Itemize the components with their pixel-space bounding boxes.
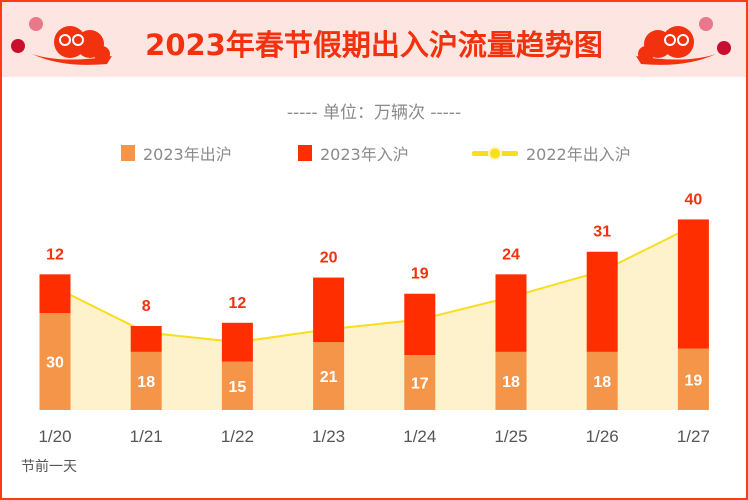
bar-out-2023 bbox=[313, 342, 345, 410]
bar-in-2023 bbox=[586, 251, 618, 352]
bar-in-2023 bbox=[39, 274, 71, 314]
bar-out-2023 bbox=[586, 351, 618, 410]
bar-in-2023 bbox=[404, 293, 436, 356]
bar-in-2023 bbox=[313, 277, 345, 343]
data-label-in: 19 bbox=[411, 266, 429, 283]
data-label-out: 18 bbox=[137, 374, 155, 391]
data-label-out: 30 bbox=[46, 355, 64, 372]
legend-swatch bbox=[298, 145, 312, 161]
bar-out-2023 bbox=[39, 313, 71, 410]
plum-blossom-icon-right bbox=[699, 17, 731, 55]
x-tick-label: 1/20 bbox=[38, 427, 71, 446]
data-label-in: 20 bbox=[320, 250, 338, 267]
decor-clouds bbox=[11, 17, 731, 65]
data-label-out: 18 bbox=[593, 374, 611, 391]
bar-out-2023 bbox=[677, 348, 709, 410]
data-label-out: 15 bbox=[229, 379, 247, 396]
legend-item-out-2023: 2023年出沪 bbox=[121, 141, 232, 165]
data-label-out: 18 bbox=[502, 374, 520, 391]
data-label-out: 21 bbox=[320, 369, 338, 386]
x-tick-label: 1/21 bbox=[130, 427, 163, 446]
x-tick-label: 1/24 bbox=[403, 427, 436, 446]
legend-swatch bbox=[121, 145, 135, 161]
data-label-in: 24 bbox=[502, 246, 520, 263]
bar-out-2023 bbox=[221, 361, 253, 410]
data-label-in: 40 bbox=[685, 191, 703, 208]
x-tick-label: 1/27 bbox=[677, 427, 710, 446]
bar-in-2023 bbox=[677, 219, 709, 349]
x-tick-label: 1/22 bbox=[221, 427, 254, 446]
area-2022 bbox=[55, 225, 694, 410]
axis-note: 节前一天 bbox=[21, 459, 77, 475]
cloud-icon-left bbox=[32, 26, 112, 65]
legend-label: 2023年入沪 bbox=[320, 145, 409, 164]
bar-out-2023 bbox=[495, 351, 527, 410]
legend-item-2022: 2022年出入沪 bbox=[472, 141, 631, 165]
x-tick-label: 1/23 bbox=[312, 427, 345, 446]
x-tick-label: 1/25 bbox=[494, 427, 527, 446]
bar-in-2023 bbox=[495, 274, 527, 352]
unit-label: ----- 单位：万辆次 ----- bbox=[286, 103, 462, 123]
data-label-in: 12 bbox=[229, 295, 247, 312]
legend-label: 2022年出入沪 bbox=[526, 145, 631, 164]
bar-out-2023 bbox=[130, 351, 162, 410]
legend-item-in-2023: 2023年入沪 bbox=[298, 141, 409, 165]
bar-out-2023 bbox=[404, 355, 436, 410]
plum-blossom-icon bbox=[11, 17, 43, 53]
header-banner: 2023年春节假期出入沪流量趋势图 bbox=[2, 2, 746, 77]
legend: 2023年出沪 2023年入沪 2022年出入沪 bbox=[0, 141, 748, 165]
cloud-icon-right bbox=[636, 26, 716, 65]
chart-title: 2023年春节假期出入沪流量趋势图 bbox=[145, 28, 603, 62]
legend-line-marker-icon bbox=[472, 146, 518, 161]
data-label-in: 31 bbox=[593, 224, 611, 241]
bar-in-2023 bbox=[130, 326, 162, 352]
data-label-in: 8 bbox=[142, 298, 151, 315]
legend-label: 2023年出沪 bbox=[143, 145, 232, 164]
data-label-in: 12 bbox=[46, 246, 64, 263]
x-tick-label: 1/26 bbox=[586, 427, 619, 446]
bar-in-2023 bbox=[221, 322, 253, 362]
data-label-out: 17 bbox=[411, 376, 429, 393]
data-label-out: 19 bbox=[685, 372, 703, 389]
